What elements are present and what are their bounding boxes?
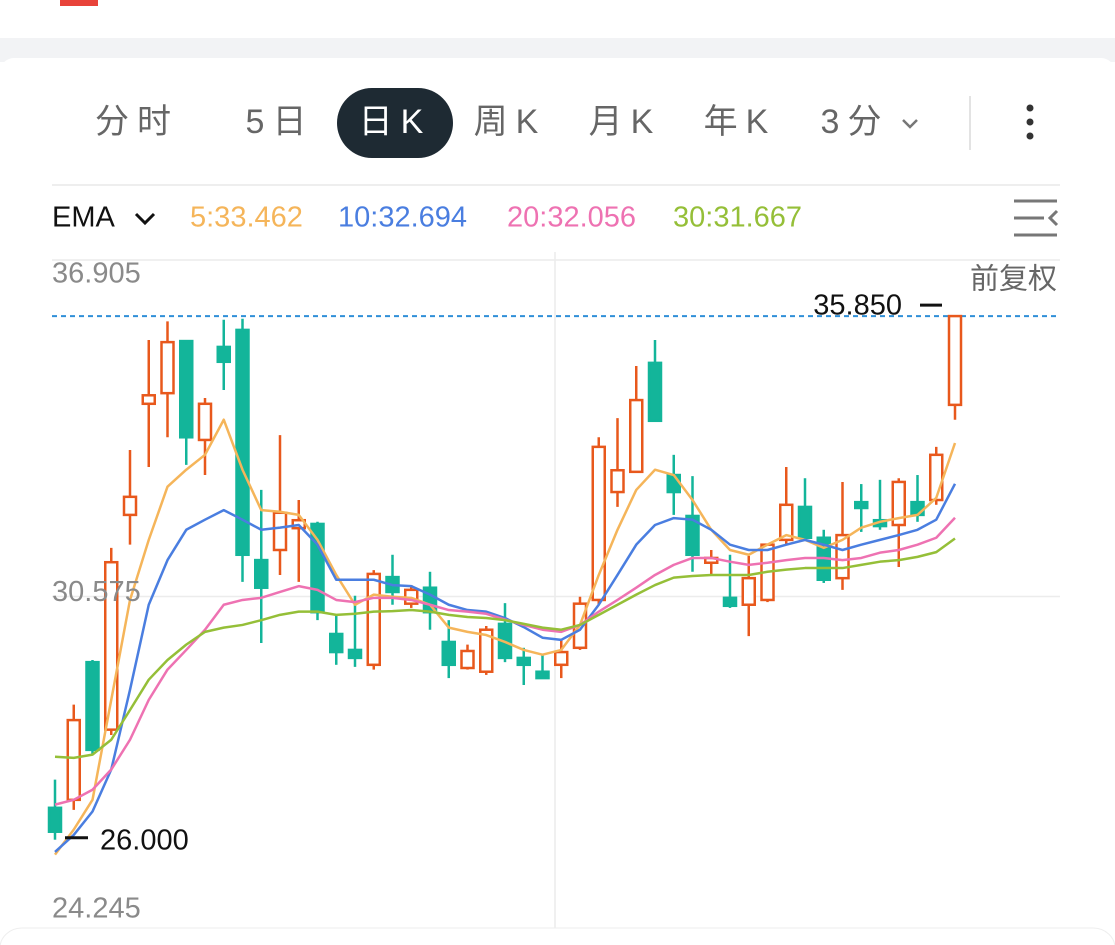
more-button[interactable] [1026, 104, 1034, 140]
candle-body [272, 511, 288, 552]
tab[interactable]: 日K [359, 103, 432, 141]
candle-body [741, 576, 756, 606]
candle-body [197, 402, 213, 442]
tab[interactable]: 3分 [821, 103, 890, 141]
candle-body [254, 558, 269, 589]
tab[interactable]: 5日 [246, 103, 315, 141]
candle-body [666, 473, 681, 494]
candle-body [441, 640, 456, 667]
candle-body [685, 514, 700, 557]
tab[interactable]: 周K [474, 103, 547, 141]
candle-body [591, 445, 606, 602]
icon-chevron [1047, 209, 1059, 227]
candle-body [535, 670, 550, 680]
candle-body [141, 394, 156, 406]
legend-entry: 30:31.667 [673, 202, 802, 234]
ema-line [54, 483, 957, 853]
ema-line [54, 537, 956, 760]
candle-body [347, 648, 363, 660]
dot [1026, 118, 1034, 126]
tab[interactable]: 年K [704, 103, 777, 141]
y-tick-label: 30.575 [52, 576, 141, 608]
candle-body [47, 806, 63, 833]
legend-entry: 20:32.056 [507, 202, 636, 234]
candle-body [216, 345, 231, 364]
candle-body [779, 503, 794, 542]
candle-body [160, 340, 175, 395]
candle-body [797, 505, 813, 540]
candle-body [610, 468, 625, 494]
candle-body [854, 500, 869, 510]
indicator-chevron [134, 212, 156, 226]
high-marker-label: 35.850 [813, 290, 902, 322]
low-marker-label: 26.000 [100, 824, 189, 856]
indicator-select[interactable]: EMA [52, 202, 116, 234]
candle-body [66, 718, 81, 802]
candle-body [947, 314, 963, 407]
settings-icon[interactable] [1014, 199, 1059, 237]
candle-body [891, 480, 906, 527]
y-tick-label: 24.245 [52, 893, 141, 925]
candle-body [310, 522, 325, 614]
legend-entry: 10:32.694 [338, 202, 467, 234]
candle-body [554, 650, 569, 667]
tab-selected-pill [337, 88, 453, 158]
tab[interactable]: 月K [589, 103, 662, 141]
legend-entry: 5:33.462 [190, 202, 303, 234]
candle-body [122, 495, 138, 517]
candle-body [910, 500, 925, 517]
card [0, 58, 1115, 945]
candle-body [479, 628, 494, 673]
bottom-panel [0, 927, 1115, 945]
candle-body [647, 361, 663, 423]
tab-chevron [902, 119, 918, 129]
adjustment-label[interactable]: 前复权 [970, 263, 1057, 296]
tab[interactable]: 分时 [95, 103, 179, 141]
candle-body [235, 328, 250, 557]
candle-body [929, 453, 944, 502]
candle-body [366, 572, 381, 667]
candle-body [722, 596, 738, 608]
candle-body [460, 649, 475, 670]
candle-body [629, 398, 644, 474]
candle-body [329, 632, 344, 654]
candle-body [516, 656, 531, 667]
dot [1026, 104, 1034, 112]
candle-body [179, 339, 194, 439]
candle-body [85, 660, 100, 752]
y-tick-label: 36.905 [52, 258, 141, 290]
header-icon [60, 0, 98, 6]
dot [1026, 132, 1034, 140]
